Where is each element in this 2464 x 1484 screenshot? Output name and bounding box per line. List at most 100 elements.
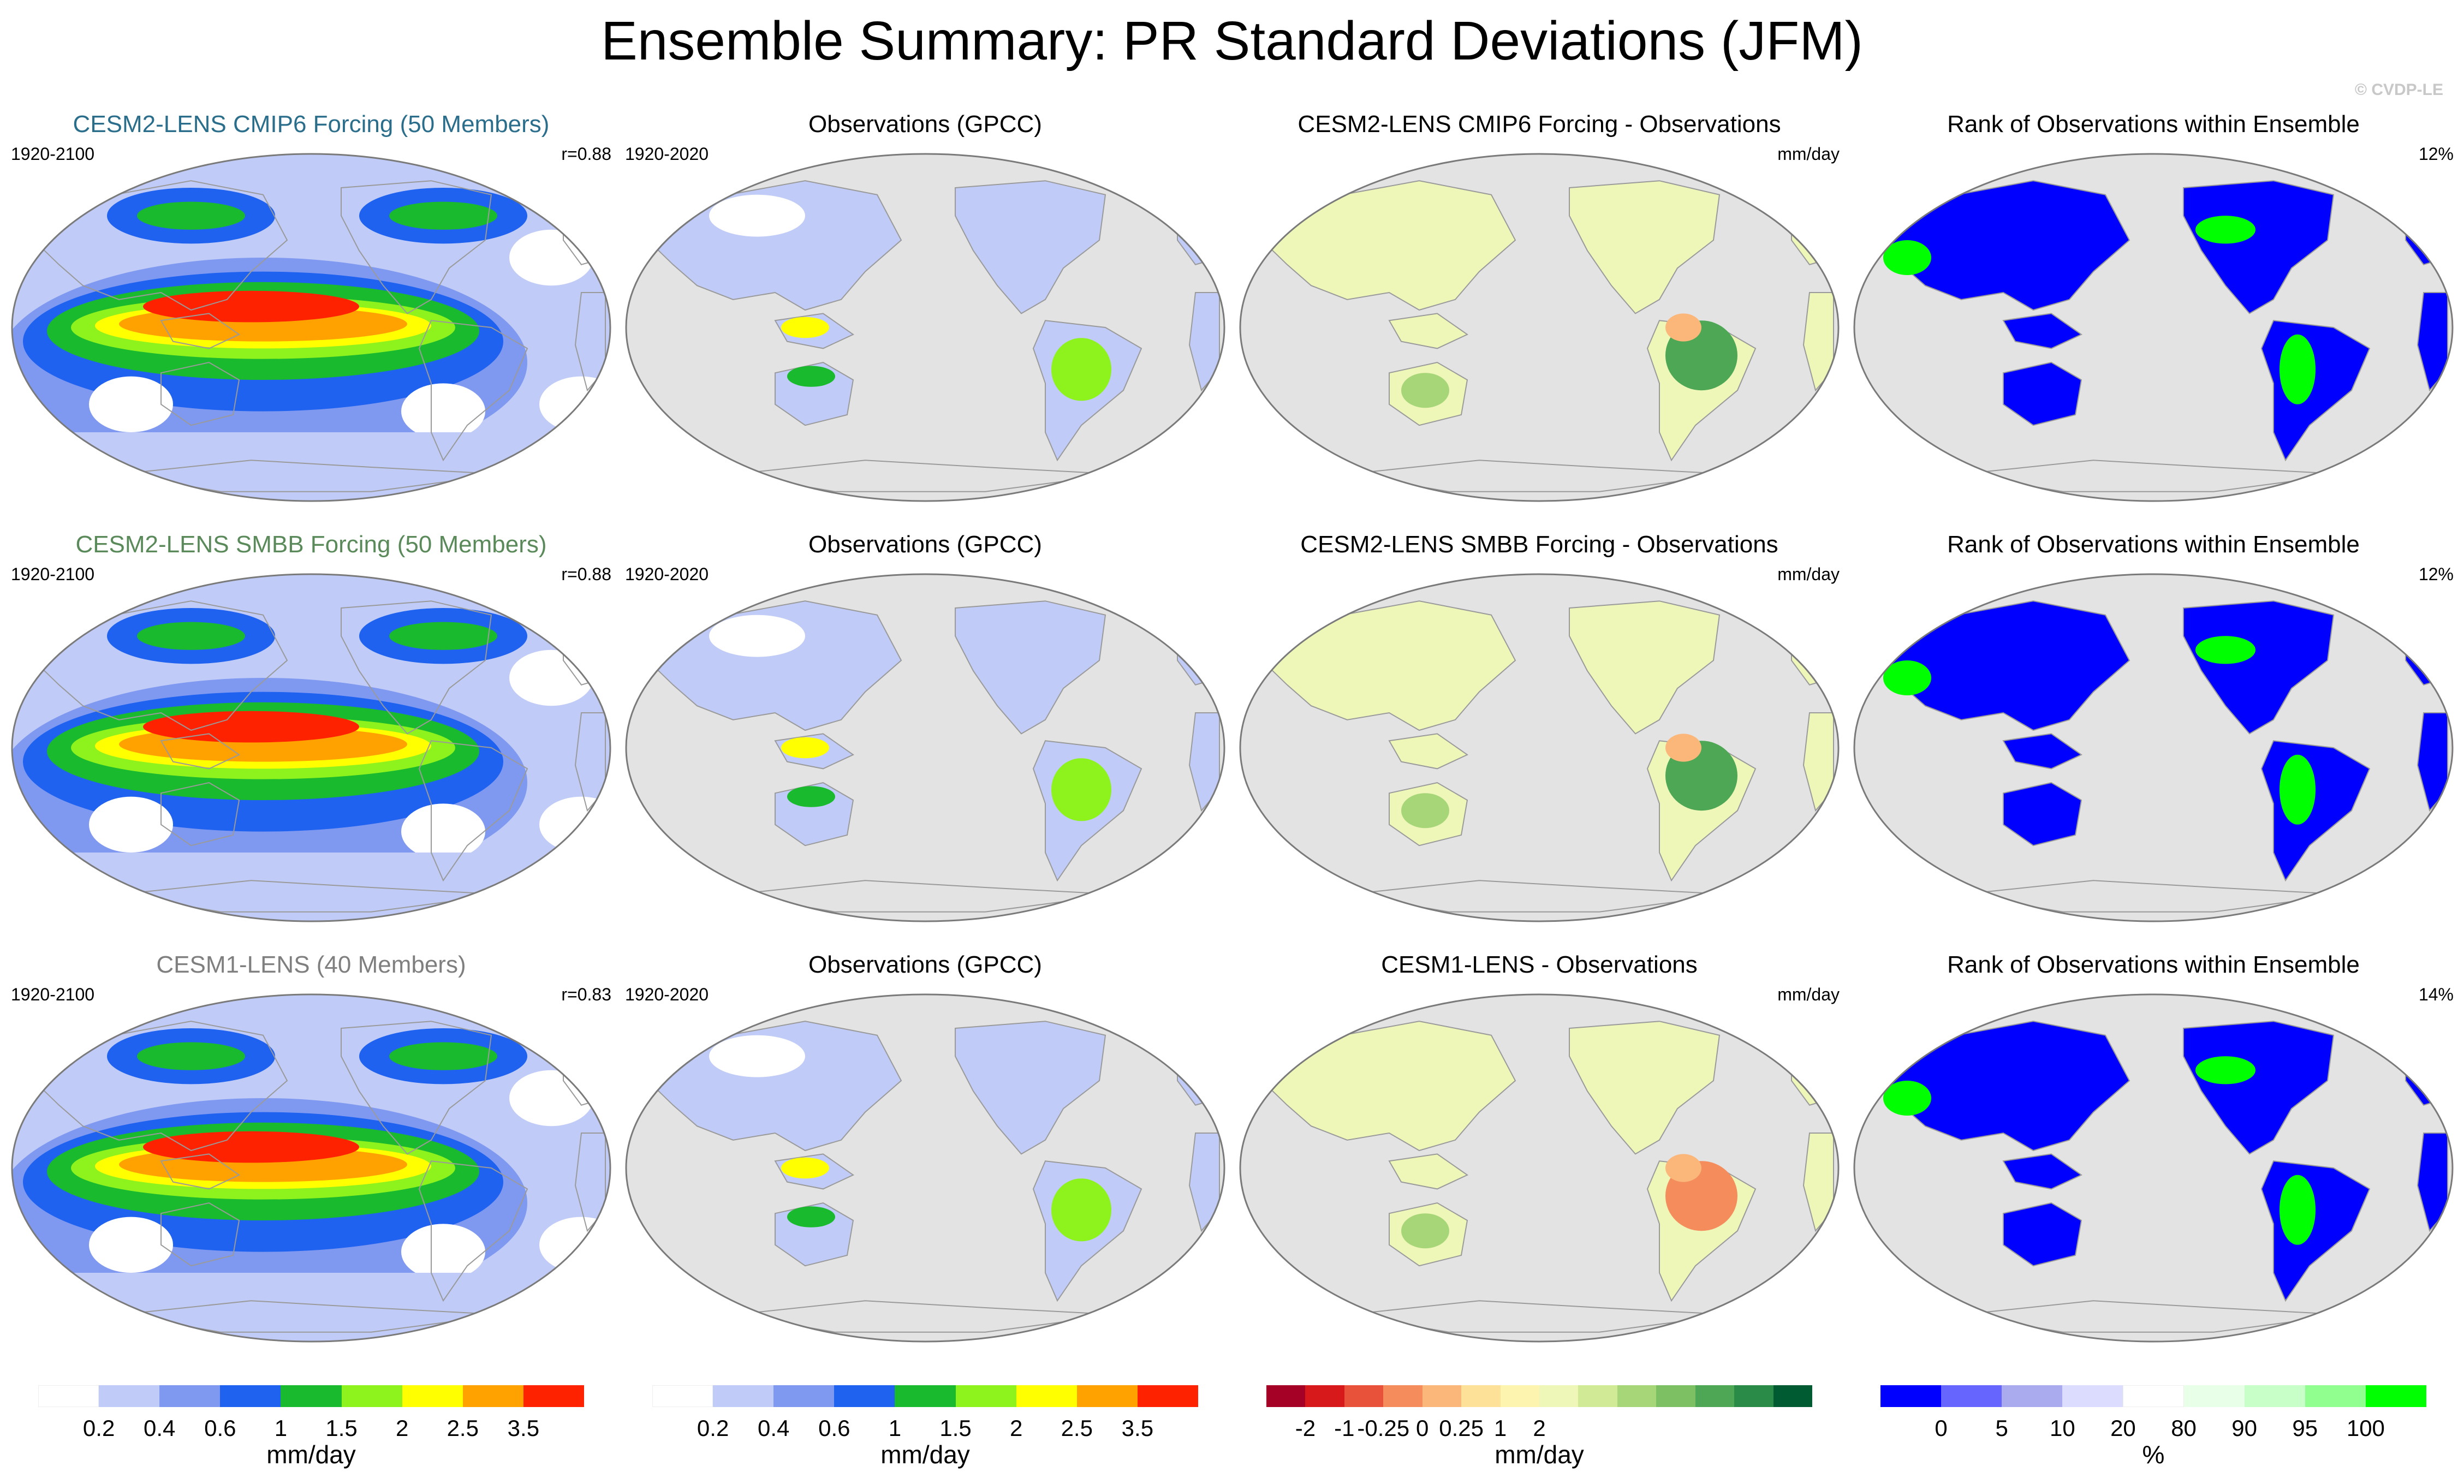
panel-diff-row3: CESM1-LENS - Observations mm/day — [1234, 950, 1845, 1370]
land-indo — [1388, 1153, 1468, 1190]
land-greenland — [1730, 579, 1781, 612]
panel-title: CESM2-LENS CMIP6 Forcing (50 Members) — [73, 111, 550, 138]
panel-obs-row1: Observations (GPCC) 1920-2020 — [620, 109, 1231, 529]
panel-model-row1: CESM2-LENS CMIP6 Forcing (50 Members) 192… — [5, 109, 617, 529]
colorbar-unit: mm/day — [880, 1440, 970, 1469]
std-max-region — [143, 1131, 359, 1163]
colorbar-tick: 0.4 — [758, 1415, 790, 1441]
colorbar-swatch — [834, 1385, 895, 1407]
pattern-correlation: r=0.83 — [561, 985, 611, 1004]
rank-percent: 14% — [2418, 985, 2454, 1004]
panel-model-row2: CESM2-LENS SMBB Forcing (50 Members) 1920… — [5, 529, 617, 950]
panel-title: CESM1-LENS (40 Members) — [156, 951, 466, 978]
land-namerica — [2183, 600, 2335, 735]
map-border — [1239, 573, 1840, 922]
map-border — [11, 993, 611, 1343]
unit-label: mm/day — [1777, 985, 1840, 1004]
land-asia — [1268, 600, 1516, 731]
std-max-region — [143, 711, 359, 743]
colorbar-swatch — [1344, 1385, 1384, 1407]
coastline-australia — [160, 361, 240, 426]
colorbar-tick: 3.5 — [1121, 1415, 1154, 1441]
world-map-diff — [1239, 573, 1840, 922]
australia-diff — [1401, 373, 1449, 408]
panel-model-row3: CESM1-LENS (40 Members) 1920-2100 r=0.83 — [5, 950, 617, 1370]
colorbar-std: 0.2 0.4 0.6 1 1.5 2 2.5 3.5 mm/day — [38, 1385, 584, 1473]
land-greenland — [1730, 999, 1781, 1033]
colorbar-tick: 3.5 — [507, 1415, 540, 1441]
colorbar-tick: 0.6 — [818, 1415, 850, 1441]
storm-track-core — [137, 622, 245, 650]
northern-sa-diff — [1665, 1154, 1701, 1182]
colorbar-tick: 90 — [2231, 1415, 2258, 1441]
colorbar-tick: 1 — [274, 1415, 288, 1441]
world-map-obs — [625, 573, 1225, 922]
colorbar-tick: 0.6 — [204, 1415, 236, 1441]
colorbar-swatch — [713, 1385, 774, 1407]
colorbar-tick: 100 — [2346, 1415, 2385, 1441]
storm-track-core — [389, 622, 497, 650]
colorbar-swatch — [1016, 1385, 1077, 1407]
land-namerica — [955, 1021, 1106, 1155]
colorbar-tick: 0.4 — [144, 1415, 176, 1441]
coastline-namerica — [341, 1021, 492, 1155]
coastline-namerica — [341, 600, 492, 735]
colorbar-tick: 2 — [395, 1415, 409, 1441]
colorbar-tick: 1.5 — [325, 1415, 358, 1441]
map-border — [11, 153, 611, 502]
panel-title: CESM1-LENS - Observations — [1381, 951, 1698, 978]
colorbar-swatch — [281, 1385, 342, 1407]
pattern-correlation: r=0.88 — [561, 144, 611, 164]
amazon-high — [1051, 758, 1111, 821]
world-map-diff — [1239, 153, 1840, 502]
colorbar-tick: 20 — [2110, 1415, 2136, 1441]
period-label: 1920-2020 — [625, 985, 709, 1004]
panel-rank-row1: Rank of Observations within Ensemble 12% — [1848, 109, 2459, 529]
colorbar-tick: 0 — [1416, 1415, 1429, 1441]
land-greenland — [1116, 579, 1166, 612]
colorbar-swatch — [1773, 1385, 1812, 1407]
colorbar-swatch — [99, 1385, 160, 1407]
land-australia — [2003, 361, 2082, 426]
panel-title: Observations (GPCC) — [808, 951, 1042, 978]
colorbar-tick: 1 — [1493, 1415, 1507, 1441]
colorbar-swatch — [1461, 1385, 1501, 1407]
high-rank-region — [2195, 216, 2255, 244]
colorbar-swatch — [1076, 1385, 1138, 1407]
colorbar-swatch — [341, 1385, 402, 1407]
dry-zone — [509, 1070, 593, 1127]
maritime-high — [781, 1157, 829, 1179]
dry-zone — [401, 1224, 485, 1280]
colorbar-swatch — [523, 1385, 584, 1407]
colorbar-tick: 0.2 — [82, 1415, 115, 1441]
coastline-indo — [160, 313, 240, 349]
unit-label: mm/day — [1777, 564, 1840, 584]
colorbar-obs: 0.2 0.4 0.6 1 1.5 2 2.5 3.5 mm/day — [652, 1385, 1198, 1473]
land-asia — [1268, 1021, 1516, 1152]
australia-high — [787, 1206, 835, 1227]
coastline-samerica — [418, 1160, 528, 1302]
colorbar-tick: 1 — [888, 1415, 902, 1441]
coastline-samerica — [418, 740, 528, 882]
dry-zone — [509, 229, 593, 286]
storm-track-core — [137, 1042, 245, 1070]
world-map-rank — [1853, 573, 2454, 922]
high-rank-region — [1883, 660, 1931, 695]
colorbar-swatch — [2244, 1385, 2305, 1407]
map-border — [1853, 153, 2454, 502]
panel-title: Observations (GPCC) — [808, 531, 1042, 558]
colorbar-tick: -1 — [1334, 1415, 1355, 1441]
colorbar-swatch — [955, 1385, 1016, 1407]
colorbar-tick: 10 — [2049, 1415, 2075, 1441]
panel-title: Rank of Observations within Ensemble — [1947, 951, 2360, 978]
land-namerica — [1569, 600, 1721, 735]
colorbar-unit: % — [2142, 1440, 2165, 1469]
australia-high — [787, 366, 835, 387]
dry-zone — [89, 1217, 173, 1273]
colorbar-tick: 2.5 — [1061, 1415, 1093, 1441]
world-map-obs — [625, 993, 1225, 1343]
land-namerica — [2183, 180, 2335, 314]
colorbar-swatch — [1578, 1385, 1617, 1407]
watermark: © CVDP-LE — [2354, 81, 2443, 99]
panel-title: CESM2-LENS CMIP6 Forcing - Observations — [1298, 111, 1781, 138]
